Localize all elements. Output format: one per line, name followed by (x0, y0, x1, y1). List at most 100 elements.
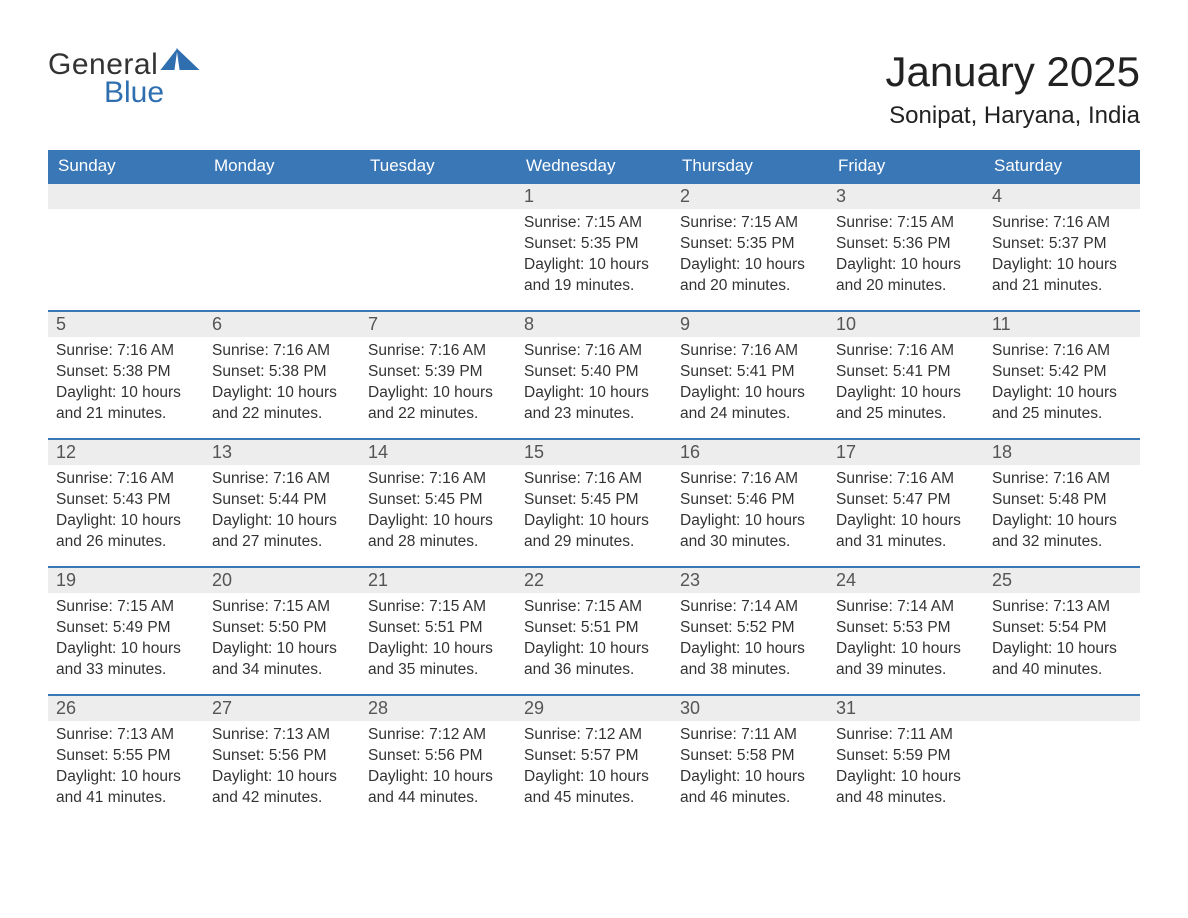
title-block: January 2025 Sonipat, Haryana, India (885, 48, 1140, 144)
weekday-header: Friday (828, 150, 984, 182)
sunset-line: Sunset: 5:38 PM (212, 362, 352, 383)
day-details: Sunrise: 7:16 AMSunset: 5:41 PMDaylight:… (828, 337, 984, 433)
day-number: 6 (212, 314, 222, 334)
daylight-line: Daylight: 10 hours and 24 minutes. (680, 383, 820, 425)
sunrise-line: Sunrise: 7:15 AM (524, 597, 664, 618)
calendar-day-cell: 6Sunrise: 7:16 AMSunset: 5:38 PMDaylight… (204, 310, 360, 438)
calendar-day-cell: 3 Sunrise: 7:15 AMSunset: 5:36 PMDaylight… (828, 182, 984, 310)
day-number: 28 (368, 698, 388, 718)
day-number-bar: 30 (672, 694, 828, 721)
day-number-bar: 31 (828, 694, 984, 721)
day-number-bar (360, 182, 516, 209)
weekday-header: Tuesday (360, 150, 516, 182)
sunrise-line: Sunrise: 7:16 AM (992, 341, 1132, 362)
sunset-line: Sunset: 5:52 PM (680, 618, 820, 639)
sunset-line: Sunset: 5:55 PM (56, 746, 196, 767)
day-details: Sunrise: 7:12 AMSunset: 5:57 PMDaylight:… (516, 721, 672, 817)
daylight-line: Daylight: 10 hours and 20 minutes. (836, 255, 976, 297)
day-number: 3 (836, 186, 846, 206)
calendar-day-cell: 24Sunrise: 7:14 AMSunset: 5:53 PMDayligh… (828, 566, 984, 694)
sunrise-line: Sunrise: 7:15 AM (524, 213, 664, 234)
day-details: Sunrise: 7:15 AMSunset: 5:51 PMDaylight:… (516, 593, 672, 689)
day-details: Sunrise: 7:16 AMSunset: 5:46 PMDaylight:… (672, 465, 828, 561)
calendar-day-cell: 14Sunrise: 7:16 AMSunset: 5:45 PMDayligh… (360, 438, 516, 566)
calendar-day-cell: 16Sunrise: 7:16 AMSunset: 5:46 PMDayligh… (672, 438, 828, 566)
sunset-line: Sunset: 5:39 PM (368, 362, 508, 383)
brand-logo: General Blue (48, 48, 198, 110)
calendar-day-cell: 2Sunrise: 7:15 AMSunset: 5:35 PMDaylight… (672, 182, 828, 310)
day-number: 5 (56, 314, 66, 334)
location-subtitle: Sonipat, Haryana, India (885, 102, 1140, 130)
daylight-line: Daylight: 10 hours and 21 minutes. (992, 255, 1132, 297)
day-details: Sunrise: 7:15 AMSunset: 5:35 PMDaylight:… (672, 209, 828, 305)
day-number: 12 (56, 442, 76, 462)
day-number: 23 (680, 570, 700, 590)
calendar-day-cell (984, 694, 1140, 822)
day-number-bar: 25 (984, 566, 1140, 593)
daylight-line: Daylight: 10 hours and 26 minutes. (56, 511, 196, 553)
day-details: Sunrise: 7:15 AMSunset: 5:36 PMDaylight:… (828, 209, 984, 305)
calendar-week-row: 26 Sunrise: 7:13 AMSunset: 5:55 PMDayligh… (48, 694, 1140, 822)
page-header: General Blue January 2025 Sonipat, Harya… (48, 48, 1140, 144)
day-details: Sunrise: 7:16 AMSunset: 5:42 PMDaylight:… (984, 337, 1140, 433)
sunset-line: Sunset: 5:50 PM (212, 618, 352, 639)
day-number: 20 (212, 570, 232, 590)
sunrise-line: Sunrise: 7:16 AM (212, 341, 352, 362)
day-number-bar: 2 (672, 182, 828, 209)
daylight-line: Daylight: 10 hours and 23 minutes. (524, 383, 664, 425)
calendar-day-cell: 1Sunrise: 7:15 AMSunset: 5:35 PMDaylight… (516, 182, 672, 310)
calendar-day-cell: 12 Sunrise: 7:16 AMSunset: 5:43 PMDayligh… (48, 438, 204, 566)
day-details: Sunrise: 7:16 AMSunset: 5:43 PMDaylight:… (48, 465, 204, 561)
sunset-line: Sunset: 5:35 PM (680, 234, 820, 255)
calendar-day-cell: 30Sunrise: 7:11 AMSunset: 5:58 PMDayligh… (672, 694, 828, 822)
day-number-bar: 10 (828, 310, 984, 337)
day-number-bar: 15 (516, 438, 672, 465)
sunrise-line: Sunrise: 7:11 AM (836, 725, 976, 746)
day-number-bar (48, 182, 204, 209)
daylight-line: Daylight: 10 hours and 36 minutes. (524, 639, 664, 681)
sunset-line: Sunset: 5:59 PM (836, 746, 976, 767)
day-details: Sunrise: 7:16 AMSunset: 5:38 PMDaylight:… (48, 337, 204, 433)
day-number: 25 (992, 570, 1012, 590)
day-number-bar: 24 (828, 566, 984, 593)
calendar-day-cell: 4Sunrise: 7:16 AMSunset: 5:37 PMDaylight… (984, 182, 1140, 310)
daylight-line: Daylight: 10 hours and 38 minutes. (680, 639, 820, 681)
sunrise-line: Sunrise: 7:16 AM (368, 469, 508, 490)
day-details: Sunrise: 7:16 AMSunset: 5:37 PMDaylight:… (984, 209, 1140, 305)
daylight-line: Daylight: 10 hours and 28 minutes. (368, 511, 508, 553)
calendar-day-cell: 29Sunrise: 7:12 AMSunset: 5:57 PMDayligh… (516, 694, 672, 822)
daylight-line: Daylight: 10 hours and 32 minutes. (992, 511, 1132, 553)
brand-word-2: Blue (104, 76, 198, 110)
day-details: Sunrise: 7:15 AMSunset: 5:49 PMDaylight:… (48, 593, 204, 689)
day-details: Sunrise: 7:13 AMSunset: 5:56 PMDaylight:… (204, 721, 360, 817)
daylight-line: Daylight: 10 hours and 25 minutes. (836, 383, 976, 425)
calendar-day-cell: 13Sunrise: 7:16 AMSunset: 5:44 PMDayligh… (204, 438, 360, 566)
sunrise-line: Sunrise: 7:16 AM (368, 341, 508, 362)
daylight-line: Daylight: 10 hours and 42 minutes. (212, 767, 352, 809)
sunrise-line: Sunrise: 7:16 AM (212, 469, 352, 490)
sunset-line: Sunset: 5:37 PM (992, 234, 1132, 255)
day-details: Sunrise: 7:13 AMSunset: 5:55 PMDaylight:… (48, 721, 204, 817)
sunrise-line: Sunrise: 7:15 AM (368, 597, 508, 618)
sunrise-line: Sunrise: 7:16 AM (56, 341, 196, 362)
sunrise-line: Sunrise: 7:16 AM (836, 341, 976, 362)
day-number: 26 (56, 698, 76, 718)
sunset-line: Sunset: 5:57 PM (524, 746, 664, 767)
sunset-line: Sunset: 5:46 PM (680, 490, 820, 511)
day-number-bar: 19 (48, 566, 204, 593)
calendar-day-cell: 15Sunrise: 7:16 AMSunset: 5:45 PMDayligh… (516, 438, 672, 566)
sunrise-line: Sunrise: 7:16 AM (524, 469, 664, 490)
calendar-week-row: 1Sunrise: 7:15 AMSunset: 5:35 PMDaylight… (48, 182, 1140, 310)
day-number: 1 (524, 186, 534, 206)
day-number-bar: 16 (672, 438, 828, 465)
sunset-line: Sunset: 5:48 PM (992, 490, 1132, 511)
sunset-line: Sunset: 5:56 PM (368, 746, 508, 767)
daylight-line: Daylight: 10 hours and 48 minutes. (836, 767, 976, 809)
calendar-day-cell: 31 Sunrise: 7:11 AMSunset: 5:59 PMDayligh… (828, 694, 984, 822)
day-number-bar: 3 (828, 182, 984, 209)
sunrise-line: Sunrise: 7:12 AM (524, 725, 664, 746)
calendar-table: SundayMondayTuesdayWednesdayThursdayFrid… (48, 150, 1140, 822)
calendar-day-cell: 27Sunrise: 7:13 AMSunset: 5:56 PMDayligh… (204, 694, 360, 822)
day-number-bar (204, 182, 360, 209)
day-number-bar: 20 (204, 566, 360, 593)
